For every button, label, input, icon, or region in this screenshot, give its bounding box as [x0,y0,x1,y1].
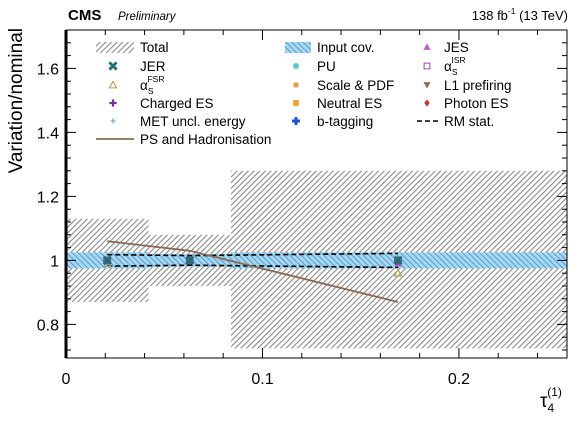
data-point-fsr [393,268,403,277]
lumi-exponent: -1 [508,6,516,16]
legend-b-tagging-label: b-tagging [317,114,373,129]
legend-rm-stat-label: RM stat. [444,114,494,129]
rm-stat-low-line [107,264,399,269]
legend-l1-prefiring-label: L1 prefiring [444,78,512,93]
legend-met-uncl-energy-label: MET uncl. energy [140,114,246,129]
legend-charged-es-label: Charged ES [140,96,214,111]
legend-fsr-label: αSFSR [140,74,164,96]
legend-pu-marker [292,62,300,70]
x-axis-title-base: τ [540,391,548,412]
cms-label: CMS [68,7,101,24]
data-point-jer [393,255,403,265]
legend-neutral-es-label: Neutral ES [317,96,382,111]
x-axis-title-sup: (1) [547,385,562,399]
legend-isr-label: αSISR [444,55,466,77]
legend-input-cov-label: Input cov. [317,40,375,55]
y-tick-label: 1.6 [37,61,59,78]
legend-photon-es-marker [424,99,430,107]
legend-ps-hadronisation-label: PS and Hadronisation [140,132,271,147]
legend-isr-marker [423,62,431,70]
legend-total-swatch [96,42,134,53]
legend-total-label: Total [140,40,169,55]
y-tick-label: 1.4 [37,125,59,142]
legend-scale-pdf-marker [293,82,299,88]
legend-fsr-marker [108,80,118,89]
legend-scale-pdf-label: Scale & PDF [317,78,394,93]
lumi-label: 138 fb-1 (13 TeV) [472,6,568,23]
preliminary-label: Preliminary [118,11,177,23]
plot-area: 0.8 1 1.2 1.4 1.6 0 0.1 0.2 [37,29,568,388]
lumi-value: 138 fb [472,8,508,23]
legend-met-uncl-energy-marker [110,118,116,124]
energy-value: (13 TeV) [515,8,568,23]
y-axis-title: Variation/nominal [6,28,27,173]
legend-charged-es-marker [109,99,117,107]
x-axis-title: τ4 (1) [540,385,562,415]
x-axis-title-sub: 4 [548,401,555,415]
y-tick-label: 1 [50,253,59,270]
legend-jer-label: JER [140,59,166,74]
legend-jes-label: JES [444,40,469,55]
x-tick-label: 0.2 [448,371,470,388]
ps-hadronisation-line [107,240,399,303]
legend-b-tagging-marker [292,117,300,125]
x-tick-label: 0 [62,371,71,388]
legend-l1-prefiring-marker [423,82,431,89]
y-tick-label: 0.8 [37,317,59,334]
legend-pu-label: PU [317,59,336,74]
legend-photon-es-label: Photon ES [444,96,509,111]
y-tick-label: 1.2 [37,189,59,206]
x-tick-label: 0.1 [251,371,273,388]
legend-input-cov-swatch [285,42,311,53]
data-point-jer [102,255,112,265]
rm-stat-high-line [107,252,399,257]
legend-neutral-es-marker [293,100,299,106]
legend-jer-marker [108,61,118,71]
legend-jes-marker [423,43,431,50]
data-point-jer [185,255,195,265]
